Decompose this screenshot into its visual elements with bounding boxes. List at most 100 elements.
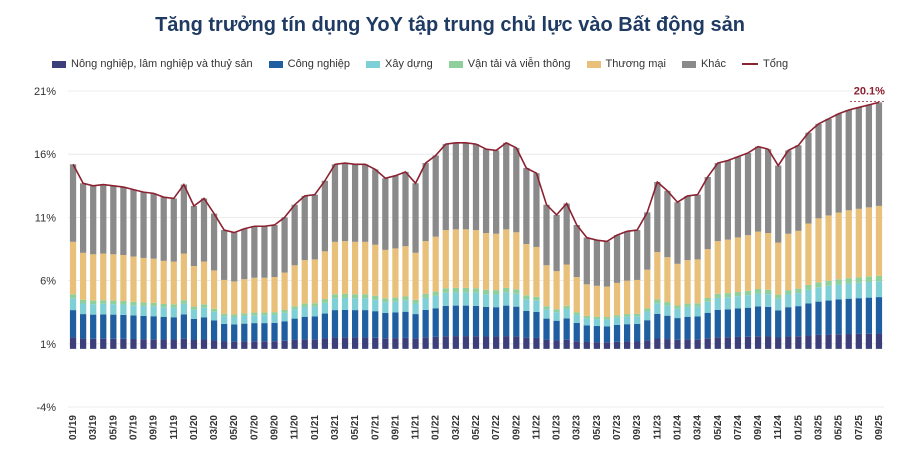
bar-segment [251,341,258,349]
bar-segment [110,254,117,301]
legend-item-van-tai: Vận tải và viễn thông [448,58,571,70]
bar-segment [553,312,560,321]
y-tick-label: 1% [40,339,56,351]
bar-segment [482,289,490,295]
bar-segment [362,241,369,295]
bar-segment [482,149,490,234]
bar-segment [150,306,157,317]
bar-segment [372,169,379,245]
bar-segment [281,272,288,310]
bar-segment [130,256,137,302]
bar-segment [634,341,641,349]
x-tick-label: 07/19 [128,415,139,440]
bar-segment [442,336,449,349]
bar-segment [553,271,560,310]
bar-segment [69,310,77,338]
bar-segment [170,339,177,349]
last-value-label: 20.1% [854,85,885,97]
bar-segment [634,313,641,317]
bar-segment [422,293,429,298]
bar-segment [654,303,661,314]
bar-segment [634,279,641,314]
bar-segment [140,257,147,303]
bar-segment [341,337,349,349]
bar-segment [190,340,198,349]
bar-segment [855,277,862,283]
bar-segment [704,176,711,250]
bar-segment [623,231,631,281]
bar-segment [79,338,87,349]
bar-segment [90,304,97,315]
bar-segment [875,333,883,349]
bar-segment [724,297,731,310]
bar-segment [472,144,480,231]
legend-item-cong-nghiep: Công nghiệp [268,58,351,70]
bar-segment [754,306,762,337]
bar-segment [734,237,742,292]
x-tick-label: 03/20 [209,415,220,440]
bar-segment [825,300,832,335]
bar-segment [472,336,480,349]
bar-segment [573,341,580,349]
bar-segment [462,336,470,349]
bar-segment [875,297,883,334]
bar-segment [634,230,641,280]
bar-segment [855,333,862,349]
legend-swatch [52,60,66,68]
bar-segment [120,338,127,349]
legend-label: Tổng [763,58,789,70]
bar-segment [664,302,671,306]
legend-label: Công nghiệp [287,58,351,70]
bar-segment [241,279,248,314]
bar-segment [553,340,560,349]
bar-segment [775,165,782,243]
x-tick-label: 03/19 [88,415,99,440]
bar-segment [160,317,167,340]
bar-segment [462,305,470,337]
bar-segment [593,316,601,320]
bar-segment [140,302,147,306]
bar-segment [583,325,590,342]
bar-segment [765,294,772,307]
bar-segment [684,316,691,340]
bar-segment [613,341,621,349]
bar-segment [603,317,611,320]
bar-segment [392,312,399,339]
bar-segment [654,299,661,304]
x-tick-label: 01/19 [68,415,79,440]
bar-segment [714,293,721,298]
bar-segment [351,310,359,338]
bar-segment [815,287,822,302]
bar-segment [311,316,318,340]
bar-segment [533,337,540,349]
bar-segment [241,228,248,280]
bar-segment [724,293,731,298]
bar-segment [543,309,550,319]
bar-segment [351,294,359,299]
bar-segment [835,212,842,280]
bar-segment [543,318,550,340]
bar-segment [513,147,520,233]
bar-segment [674,308,681,319]
bar-segment [603,241,611,287]
legend-label: Khác [700,58,727,70]
bar-segment [160,197,167,261]
bar-segment [775,242,782,295]
bar-segment [90,300,97,305]
legend-line [742,63,759,65]
bar-segment [644,320,651,341]
bar-segment [644,311,651,321]
bar-segment [573,277,580,313]
bar-segment [503,142,510,230]
bar-segment [865,282,873,298]
bar-segment [765,289,772,295]
x-tick-label: 05/25 [834,415,845,440]
bar-segment [331,310,339,338]
bar-segment [835,279,842,285]
bar-segment [392,297,399,302]
bar-segment [432,236,439,292]
bar-segment [845,283,852,299]
x-tick-label: 01/25 [793,415,804,440]
bar-segment [734,156,742,238]
legend-swatch [268,60,283,68]
